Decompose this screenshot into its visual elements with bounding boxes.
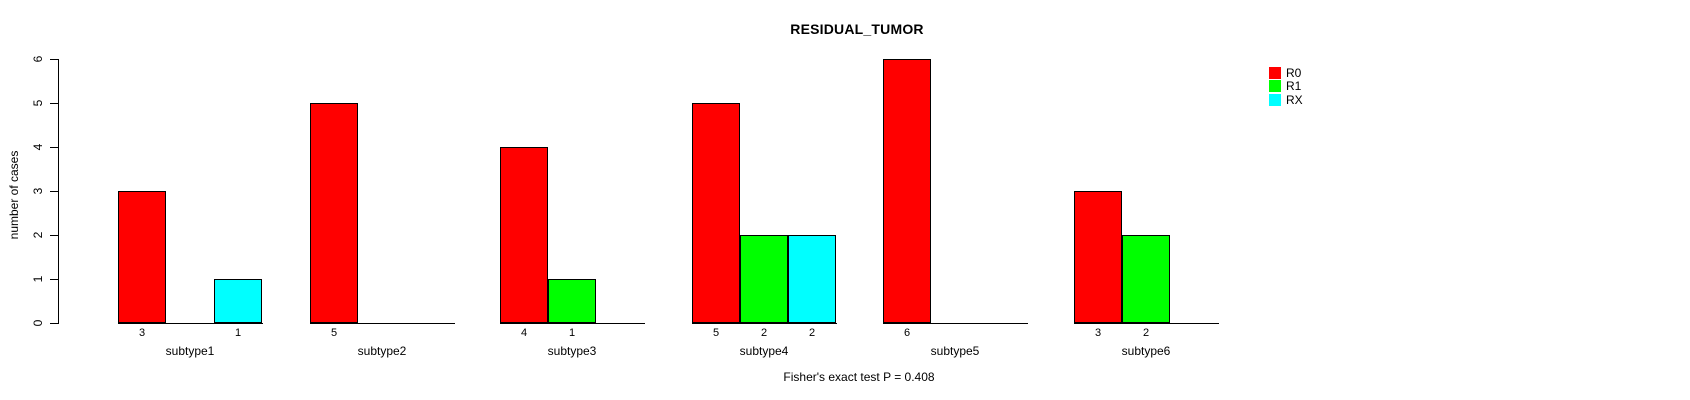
bar-value-label: 1	[234, 327, 242, 339]
group-baseline	[1074, 323, 1219, 324]
bar-value-label: 2	[760, 327, 768, 339]
y-axis-tick	[50, 59, 58, 60]
group-baseline	[883, 323, 1028, 324]
bar-value-label: 5	[330, 327, 338, 339]
bar-r1-subtype4	[740, 235, 788, 323]
legend-label-r1: R1	[1286, 79, 1302, 94]
y-axis-tick	[50, 323, 58, 324]
y-axis-tick	[50, 191, 58, 192]
bar-r0-subtype1	[118, 191, 166, 323]
bar-value-label: 4	[520, 327, 528, 339]
y-axis-tick-label: 3	[31, 187, 45, 195]
bar-r0-subtype5	[883, 59, 931, 323]
y-axis-tick-label: 0	[31, 319, 45, 327]
y-axis-tick	[50, 147, 58, 148]
bar-value-label: 3	[138, 327, 146, 339]
bar-value-label: 5	[712, 327, 720, 339]
bar-r1-subtype6	[1122, 235, 1170, 323]
y-axis-line	[58, 59, 59, 324]
category-label-subtype4: subtype4	[739, 344, 789, 358]
category-label-subtype5: subtype5	[930, 344, 980, 358]
y-axis-tick-label: 5	[31, 99, 45, 107]
bar-r0-subtype3	[500, 147, 548, 323]
group-baseline	[500, 323, 645, 324]
legend-swatch-r0	[1269, 67, 1281, 79]
chart-title: RESIDUAL_TUMOR	[790, 21, 924, 37]
category-label-subtype2: subtype2	[357, 344, 407, 358]
y-axis-tick	[50, 103, 58, 104]
group-baseline	[310, 323, 455, 324]
bar-value-label: 2	[808, 327, 816, 339]
category-label-subtype6: subtype6	[1121, 344, 1171, 358]
y-axis-tick	[50, 235, 58, 236]
y-axis-tick-label: 2	[31, 231, 45, 239]
y-axis-tick-label: 6	[31, 55, 45, 63]
bar-r1-subtype3	[548, 279, 596, 323]
group-baseline	[118, 323, 263, 324]
legend-label-rx: RX	[1286, 92, 1303, 107]
y-axis-tick-label: 1	[31, 275, 45, 283]
legend-swatch-rx	[1269, 93, 1281, 106]
legend-swatch-r1	[1269, 80, 1281, 93]
bar-r0-subtype2	[310, 103, 358, 323]
bar-rx-subtype4	[788, 235, 836, 323]
bar-value-label: 6	[903, 327, 911, 339]
legend-label-r0: R0	[1286, 66, 1302, 80]
y-axis-tick-label: 4	[31, 143, 45, 151]
bar-rx-subtype1	[214, 279, 262, 323]
category-label-subtype3: subtype3	[547, 344, 597, 358]
group-baseline	[692, 323, 837, 324]
bar-value-label: 1	[568, 327, 576, 339]
y-axis-tick	[50, 279, 58, 280]
y-axis-label: number of cases	[7, 150, 21, 240]
fisher-test-annotation: Fisher's exact test P = 0.408	[783, 370, 935, 384]
bar-r0-subtype6	[1074, 191, 1122, 323]
bar-r0-subtype4	[692, 103, 740, 323]
category-label-subtype1: subtype1	[165, 344, 215, 358]
bar-value-label: 3	[1094, 327, 1102, 339]
bar-value-label: 2	[1142, 327, 1150, 339]
